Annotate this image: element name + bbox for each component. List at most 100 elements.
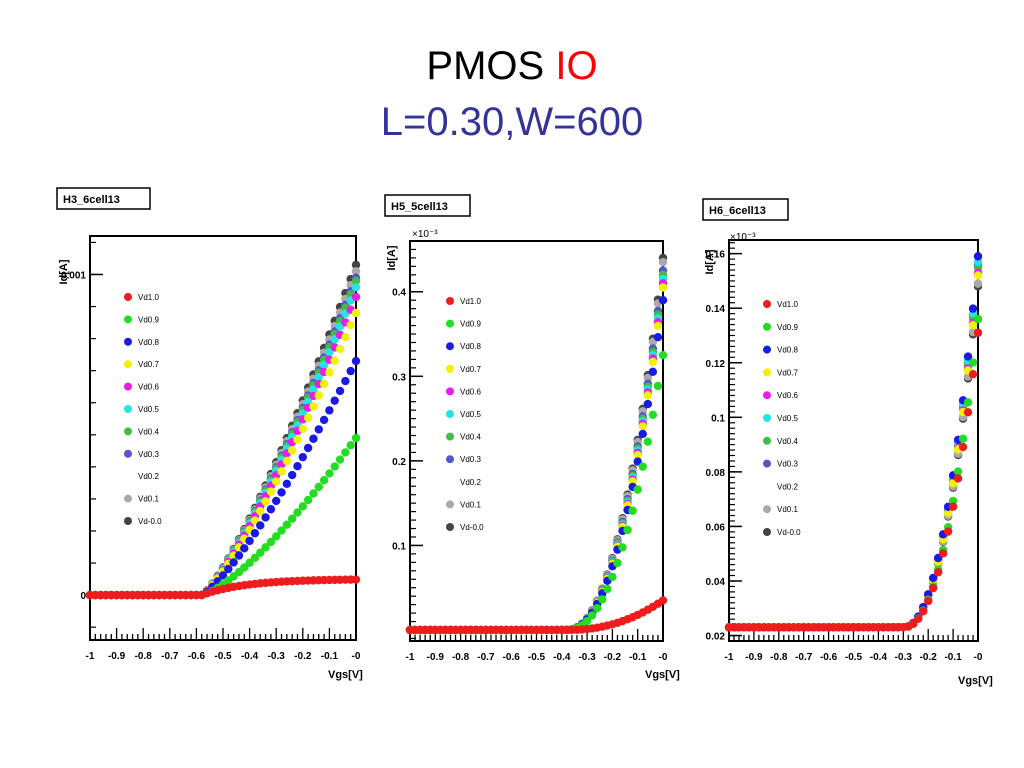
data-point: [309, 434, 318, 443]
data-point: [973, 328, 983, 337]
x-tick-label: -1: [725, 652, 734, 663]
data-point: [643, 373, 653, 383]
series-Vd0.4: [724, 263, 983, 632]
legend-entry: Vd0.8: [460, 342, 481, 351]
series-Vd0.1: [405, 257, 668, 635]
legend-entry: Vd0.4: [138, 427, 159, 436]
data-point: [330, 396, 339, 405]
y-exponent-label: ×10⁻³: [730, 232, 756, 243]
x-axis-label: Vgs[V]: [958, 675, 993, 687]
data-point: [593, 604, 602, 613]
x-tick-label: -0.5: [845, 652, 863, 663]
data-point: [958, 434, 968, 443]
x-tick-label: -0: [974, 652, 983, 663]
slide-subtitle: L=0.30,W=600: [380, 100, 644, 144]
data-point: [309, 385, 318, 394]
data-point: [351, 276, 361, 286]
series-Vd-0.0: [405, 253, 668, 635]
legend-marker: [763, 436, 771, 445]
data-point: [335, 344, 345, 354]
x-tick-label: -0.2: [294, 651, 312, 662]
y-tick-label: 0.16: [706, 250, 726, 261]
y-tick-label: 0.08: [706, 468, 726, 479]
data-point: [958, 442, 968, 452]
series-Vd0.7: [405, 283, 668, 635]
data-point: [293, 435, 302, 444]
data-point: [658, 257, 668, 267]
data-point: [277, 526, 286, 535]
y-tick-label: 0.3: [392, 372, 406, 383]
data-point: [346, 366, 355, 376]
x-tick-label: -0.1: [944, 652, 962, 663]
series-Vd0.4: [85, 276, 361, 600]
data-point: [943, 527, 953, 536]
legend-entry: Vd0.9: [460, 320, 481, 329]
data-point: [272, 496, 281, 506]
data-point: [643, 437, 653, 446]
data-point: [963, 398, 973, 407]
legend-marker: [446, 523, 454, 531]
x-tick-label: -0.9: [108, 651, 126, 662]
series-Vd-0.0: [724, 282, 983, 632]
legend-entry: Vd1.0: [138, 293, 159, 302]
x-tick-label: -0.4: [241, 651, 259, 662]
x-tick-label: -1: [86, 651, 95, 662]
data-point: [293, 461, 302, 471]
x-tick-label: -0.7: [161, 651, 179, 662]
legend-entry: Vd0.4: [777, 437, 798, 446]
chart-title: H5_5cell13: [391, 201, 448, 213]
y-tick-label: 0.4: [392, 288, 406, 299]
y-axis-label: Id[A]: [704, 249, 716, 274]
legend-entry: Vd-0.0: [460, 523, 484, 532]
legend-marker: [763, 505, 771, 514]
data-point: [341, 376, 350, 386]
data-point: [608, 572, 617, 582]
chart-title-box: [702, 198, 789, 221]
legend-entry: Vd0.3: [460, 455, 481, 464]
data-point: [341, 448, 350, 457]
x-tick-label: -0.2: [604, 652, 622, 663]
legend-marker: [446, 432, 454, 441]
data-point: [618, 543, 627, 552]
x-tick-label: -0.7: [795, 652, 813, 663]
legend-entry: Vd0.6: [460, 387, 481, 396]
x-tick-label: -0: [352, 651, 361, 662]
data-point: [653, 332, 663, 342]
data-point: [351, 433, 361, 443]
legend-entry: Vd0.5: [138, 405, 159, 414]
title-accent: IO: [555, 44, 598, 88]
y-tick-label: 0.1: [392, 541, 406, 552]
series-Vd0.8: [405, 295, 668, 635]
x-tick-label: -0.5: [214, 651, 232, 662]
data-point: [968, 304, 978, 313]
x-tick-label: -0.1: [629, 652, 647, 663]
data-point: [319, 360, 329, 369]
data-point: [603, 584, 612, 594]
legend-marker: [124, 382, 132, 391]
legend-marker: [763, 368, 771, 377]
data-point: [250, 529, 260, 538]
data-point: [346, 441, 355, 450]
data-point: [653, 321, 663, 331]
y-tick-label: 0: [80, 591, 86, 602]
data-point: [319, 379, 329, 389]
data-point: [277, 488, 286, 497]
data-point: [250, 553, 260, 562]
y-tick-label: 0.06: [706, 522, 726, 533]
y-axis-label: Id[A]: [386, 245, 398, 270]
x-tick-label: -0.3: [268, 651, 286, 662]
data-point: [351, 575, 361, 584]
data-point: [943, 508, 953, 518]
x-tick-label: -0.3: [578, 652, 596, 663]
data-point: [277, 467, 286, 476]
x-tick-label: -0.6: [820, 652, 838, 663]
data-point: [938, 549, 948, 558]
x-tick-label: -0.1: [321, 651, 339, 662]
legend-entry: Vd0.9: [777, 323, 798, 332]
legend-entry: Vd0.5: [460, 410, 481, 419]
series-Vd1.0: [405, 596, 668, 635]
data-point: [351, 283, 361, 292]
data-point: [325, 469, 334, 478]
series-Vd0.9: [724, 314, 983, 632]
